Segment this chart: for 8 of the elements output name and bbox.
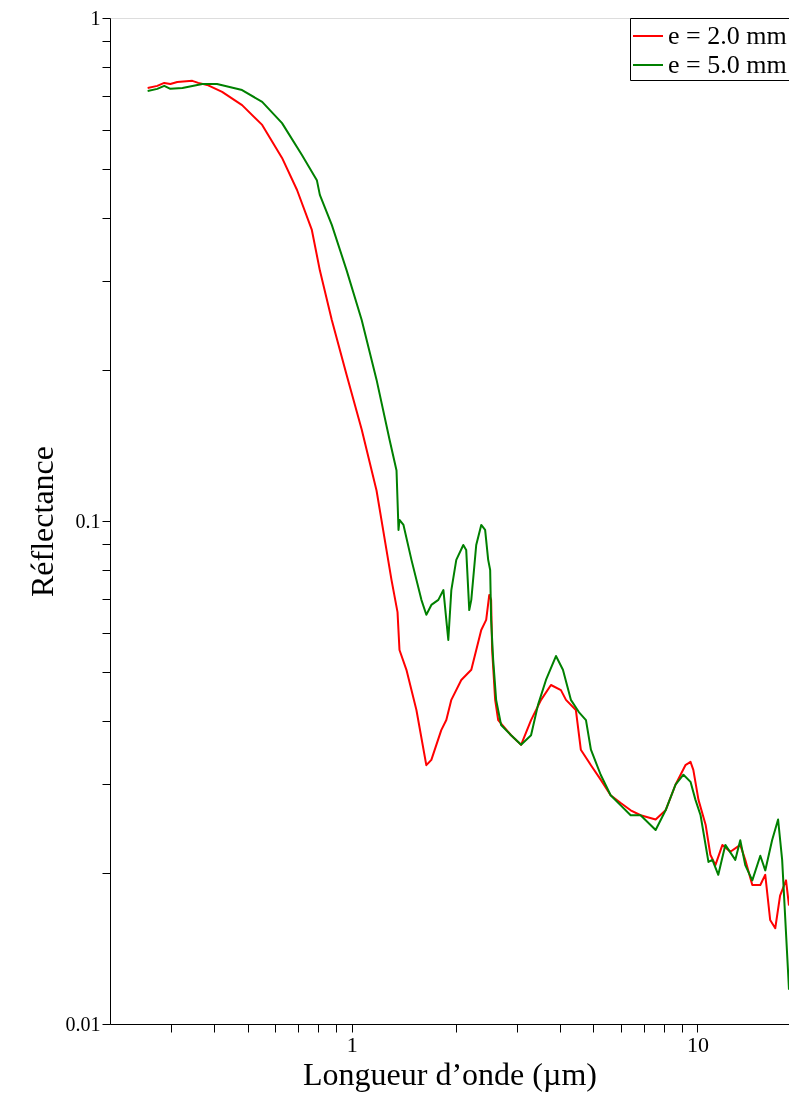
y-tick-label: 0.01 — [65, 1012, 101, 1035]
legend-label: e = 5.0 mm — [668, 50, 787, 79]
y-tick-label: 0.1 — [75, 509, 101, 532]
y-axis-title: Réflectance — [23, 446, 60, 597]
legend-label: e = 2.0 mm — [668, 21, 787, 50]
x-tick-label: 10 — [686, 1031, 709, 1057]
y-tick-label: 1 — [90, 6, 101, 29]
x-axis-title: Longueur d’onde (µm) — [303, 1055, 597, 1092]
